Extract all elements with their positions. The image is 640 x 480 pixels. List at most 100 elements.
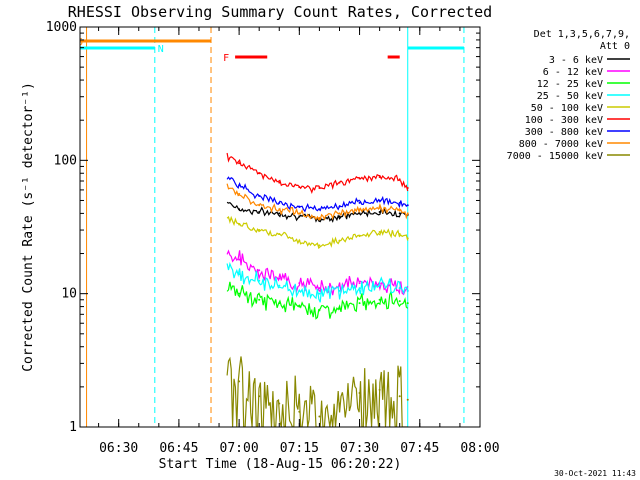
x-tick-label-5: 07:45 [400, 441, 439, 456]
series-3-point-0 [238, 273, 241, 276]
x-tick-label-3: 07:15 [280, 441, 319, 456]
series-7-point-6 [358, 208, 361, 211]
series-4-point-9 [406, 237, 409, 240]
series-8-point-3 [298, 410, 301, 413]
series-line-2 [226, 281, 409, 320]
series-5-point-7 [378, 175, 381, 178]
series-6-point-9 [406, 204, 409, 207]
series-2-point-1 [258, 298, 261, 301]
series-line-6 [226, 176, 409, 213]
series-1-point-3 [298, 282, 301, 285]
series-5-point-0 [238, 162, 241, 165]
y-tick-label-0: 1 [69, 420, 77, 435]
series-line-7 [226, 183, 409, 221]
series-2-point-4 [318, 309, 321, 312]
series-2-point-8 [398, 300, 401, 303]
series-2-point-6 [358, 302, 361, 305]
y-axis-ticks: 1 10 100 1000 [46, 20, 480, 435]
series-3-point-8 [398, 287, 401, 290]
annotation-label-S: S [77, 37, 83, 48]
series-3-point-7 [378, 284, 381, 287]
legend-label-8: 7000 - 15000 keV [507, 151, 603, 162]
series-8-point-6 [358, 391, 361, 394]
series-3-point-3 [298, 289, 301, 292]
series-4-point-7 [378, 231, 381, 234]
series-1-point-5 [338, 284, 341, 287]
series-6-point-5 [338, 205, 341, 208]
series-7 [226, 183, 409, 221]
series-1-point-2 [278, 277, 281, 280]
y-tick-label-3: 1000 [46, 20, 77, 35]
y-tick-label-2: 100 [54, 153, 77, 168]
y-axis-label: Corrected Count Rate (s⁻¹ detector⁻¹) [21, 82, 36, 372]
series-7-point-3 [298, 212, 301, 215]
series-2-point-9 [406, 302, 409, 305]
x-tick-label-0: 06:30 [99, 441, 138, 456]
series-5-point-4 [318, 187, 321, 190]
x-tick-label-2: 07:00 [220, 441, 259, 456]
plot-frame [79, 26, 481, 428]
series-2 [226, 281, 409, 320]
series-5-point-3 [298, 186, 301, 189]
series-4 [226, 215, 409, 250]
series-line-5 [226, 152, 409, 195]
series-6-point-0 [238, 184, 241, 187]
x-axis-label: Start Time (18-Aug-15 06:20:22) [159, 457, 402, 472]
series-8-point-5 [338, 402, 341, 405]
legend-label-4: 50 - 100 keV [531, 103, 603, 114]
series-6-point-7 [378, 199, 381, 202]
series-2-point-5 [338, 307, 341, 310]
series-3-point-5 [338, 289, 341, 292]
series-3-point-9 [406, 289, 409, 292]
series-8 [226, 356, 409, 427]
series-1-point-1 [258, 269, 261, 272]
series-6-point-6 [358, 201, 361, 204]
series-1-point-6 [358, 282, 361, 285]
series-0-point-0 [238, 208, 241, 211]
vertical-lines [80, 27, 465, 427]
legend-label-6: 300 - 800 keV [525, 127, 603, 138]
series-5-point-8 [398, 178, 401, 181]
series-1-point-4 [318, 287, 321, 290]
legend-label-3: 25 - 50 keV [537, 91, 603, 102]
series-7-point-9 [406, 212, 409, 215]
y-tick-label-1: 10 [61, 287, 77, 302]
series-7-point-8 [398, 209, 401, 212]
annotation-label-F: F [223, 53, 229, 64]
series-4-point-0 [238, 223, 241, 226]
series-line-1 [226, 249, 409, 296]
series-2-point-2 [278, 302, 281, 305]
series-0-point-5 [338, 215, 341, 218]
series-2-point-7 [378, 298, 381, 301]
series-8-point-4 [318, 415, 321, 418]
series-5 [226, 152, 409, 195]
series-4-point-5 [338, 239, 341, 242]
series-8-point-8 [398, 395, 401, 398]
legend-label-0: 3 - 6 keV [549, 55, 603, 66]
series-4-point-6 [358, 235, 361, 238]
series-6-point-8 [398, 201, 401, 204]
series-4-point-3 [298, 239, 301, 242]
series-5-point-5 [338, 181, 341, 184]
series-0-point-8 [398, 212, 401, 215]
legend-label-5: 100 - 300 keV [525, 115, 603, 126]
series-8-point-7 [378, 388, 381, 391]
series-7-point-4 [318, 216, 321, 219]
series-0-point-2 [278, 212, 281, 215]
series-4-point-1 [258, 229, 261, 232]
series-line-3 [226, 261, 409, 303]
series-1-point-0 [238, 258, 241, 261]
series-2-point-0 [238, 292, 241, 295]
series-6 [226, 176, 409, 213]
annotation-label-N: N [158, 44, 164, 55]
annotation-bars: S N F [77, 37, 464, 64]
series-4-point-2 [278, 233, 281, 236]
series-5-point-6 [358, 177, 361, 180]
series-3-point-2 [278, 284, 281, 287]
series-8-point-2 [278, 402, 281, 405]
series-0-point-3 [298, 215, 301, 218]
series-0-point-7 [378, 210, 381, 213]
series-3-point-1 [258, 279, 261, 282]
